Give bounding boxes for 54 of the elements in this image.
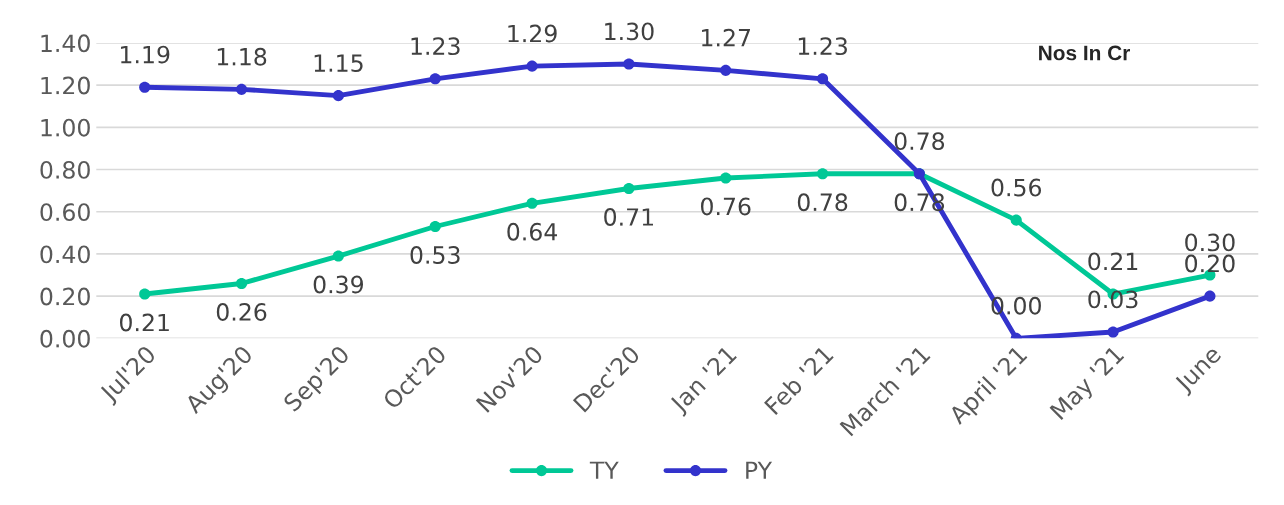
data-label: 0.76 [701,197,751,216]
data-label: 0.20 [1185,254,1235,273]
point [236,277,248,290]
data-label: 1.18 [217,47,267,66]
y-tick-label: 0.60 [40,203,90,222]
point [139,81,151,93]
data-label: 0.64 [507,222,558,241]
annotation: Nos In Cr [1039,45,1130,61]
point [1204,290,1216,302]
point [429,220,441,233]
y-tick-label: 0.40 [40,245,90,264]
data-label: 1.15 [314,54,363,72]
y-tick-label: 0.00 [40,329,90,348]
point [817,73,829,85]
legend-label: TY [589,461,619,479]
point [623,182,635,195]
point [429,73,441,85]
point [526,197,538,209]
x-tick-label: Jan '21 [668,345,741,417]
data-label: 1.23 [411,37,460,56]
point [623,58,635,70]
point [332,250,344,262]
data-label: 0.78 [797,193,848,212]
point [332,90,344,102]
point [720,64,732,76]
y-tick-label: 1.00 [41,118,90,137]
data-label: 0.03 [1088,290,1138,309]
data-label: 0.30 [1185,233,1235,252]
point [720,172,732,184]
data-label: 0.56 [991,178,1042,197]
y-tick-label: 1.40 [41,34,90,53]
legend-label: PY [746,461,773,479]
point [817,168,829,180]
y-tick-label: 0.80 [40,160,90,179]
data-label: 1.27 [702,28,750,47]
data-label: 0.53 [410,246,460,264]
data-label: 0.78 [894,132,945,151]
point [139,288,151,300]
data-label: 0.71 [604,208,653,226]
x-tick-label: Feb '21 [763,344,834,416]
data-label: 0.26 [216,303,267,321]
point [236,83,248,95]
point [1010,214,1022,226]
point [526,60,538,72]
point [1107,326,1119,338]
data-label: 1.29 [508,24,557,43]
data-label: 0.21 [119,313,169,332]
data-label: 0.39 [313,275,364,294]
data-label: 1.30 [605,22,654,41]
y-tick-label: 1.20 [41,76,90,95]
y-tick-label: 0.20 [40,287,90,306]
data-label: 1.19 [121,45,170,64]
data-label: 1.23 [798,37,847,56]
data-label: 0.21 [1088,252,1138,271]
